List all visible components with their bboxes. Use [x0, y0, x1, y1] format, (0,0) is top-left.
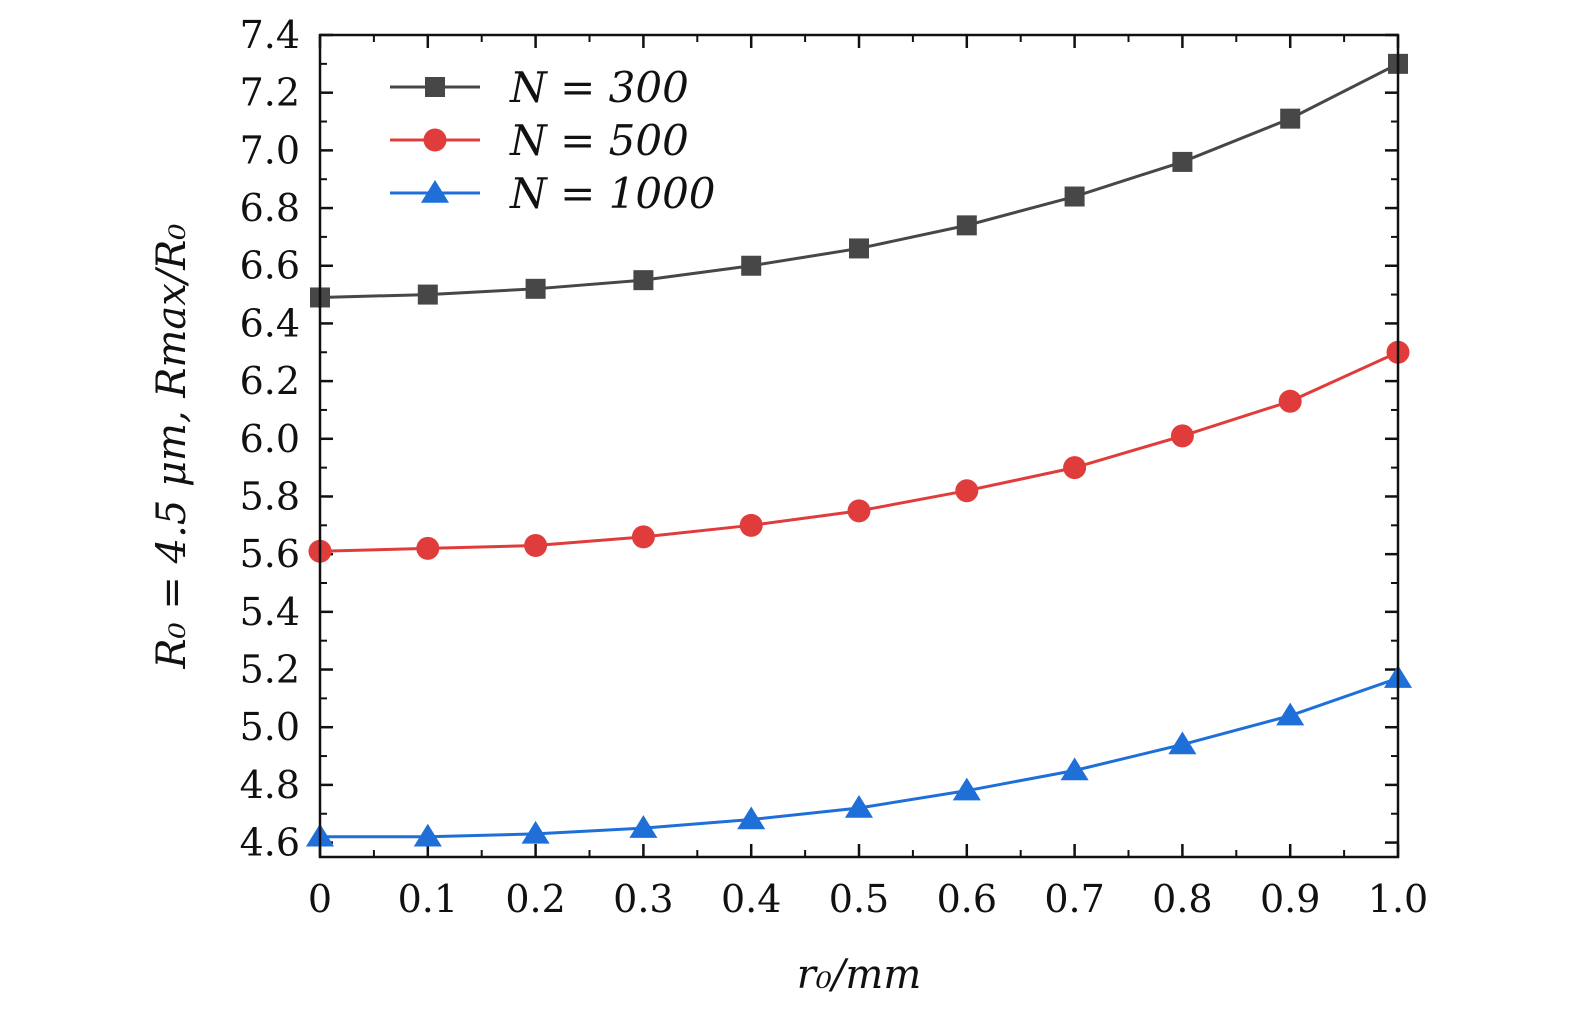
data-point	[956, 215, 977, 236]
data-point	[629, 815, 658, 838]
x-tick-label: 0.3	[613, 877, 673, 921]
legend-marker	[425, 77, 445, 97]
x-tick-label: 0.5	[829, 877, 889, 921]
data-point	[521, 820, 550, 844]
y-tick-label: 6.2	[240, 359, 300, 403]
series-2	[308, 340, 1410, 563]
legend-label: N = 300	[509, 63, 689, 112]
data-point	[737, 806, 766, 830]
y-tick-label: 6.8	[240, 186, 300, 230]
data-point	[955, 479, 979, 503]
y-tick-label: 5.4	[240, 590, 300, 634]
data-point	[952, 777, 981, 801]
y-tick-label: 5.2	[240, 648, 300, 692]
x-tick-label: 0.1	[398, 877, 458, 921]
data-point	[525, 278, 546, 299]
legend-label: N = 1000	[509, 169, 716, 218]
data-point	[1276, 702, 1305, 726]
y-tick-label: 4.8	[240, 763, 300, 807]
y-tick-label: 7.2	[240, 71, 300, 115]
x-tick-label: 0.7	[1044, 877, 1104, 921]
data-point	[1170, 424, 1194, 448]
x-tick-label: 0.8	[1152, 877, 1212, 921]
data-point	[1064, 186, 1085, 207]
legend-marker	[420, 180, 450, 203]
data-point	[631, 525, 655, 549]
x-tick-label: 1.0	[1368, 877, 1428, 921]
y-tick-label: 4.6	[240, 821, 300, 865]
x-tick-label: 0.2	[505, 877, 565, 921]
y-tick-label: 6.6	[240, 244, 300, 288]
data-point	[417, 284, 438, 305]
y-tick-label: 5.8	[240, 474, 300, 518]
data-point	[416, 536, 440, 560]
data-point	[1063, 456, 1087, 480]
legend-item: N = 300	[390, 63, 689, 112]
legend-item: N = 500	[390, 116, 689, 165]
x-tick-label: 0.6	[937, 877, 997, 921]
data-point	[524, 534, 548, 558]
y-axis-title: R₀ = 4.5 μm, Rmax/R₀	[149, 224, 195, 670]
x-axis-title: r₀/mm	[797, 952, 922, 998]
data-point	[849, 238, 869, 259]
y-tick-label: 6.4	[240, 301, 300, 345]
y-tick-label: 7.4	[240, 13, 300, 57]
x-tick-label: 0.4	[721, 877, 781, 921]
legend-item: N = 1000	[390, 169, 716, 218]
data-point	[739, 513, 763, 537]
data-point	[741, 255, 762, 276]
legend-marker	[423, 128, 447, 152]
data-point	[1172, 151, 1193, 172]
data-point	[413, 823, 442, 847]
plot-frame	[318, 33, 1400, 859]
x-tick-label: 0.9	[1260, 877, 1320, 921]
series-layer	[305, 53, 1413, 847]
ticks-layer: 0 0.1 0.2 0.3 0.4 0.5 0.6 0.7 0.8 0.9 1.0 4.6 4.8 5.0…	[240, 13, 1429, 921]
y-tick-label: 6.0	[240, 417, 300, 461]
data-point	[1278, 389, 1302, 413]
data-point	[1060, 757, 1089, 781]
series-1	[310, 53, 1408, 308]
series-3	[305, 665, 1413, 847]
data-point	[1168, 731, 1197, 755]
data-point	[633, 270, 654, 291]
legend-label: N = 500	[509, 116, 689, 165]
y-tick-label: 7.0	[240, 128, 300, 172]
series-line	[319, 62, 1399, 299]
x-tick-label: 0	[308, 877, 332, 921]
data-point	[847, 499, 871, 523]
y-tick-label: 5.0	[240, 705, 300, 749]
y-tick-label: 5.6	[240, 532, 300, 576]
data-point	[844, 794, 874, 818]
data-point	[1280, 108, 1301, 129]
